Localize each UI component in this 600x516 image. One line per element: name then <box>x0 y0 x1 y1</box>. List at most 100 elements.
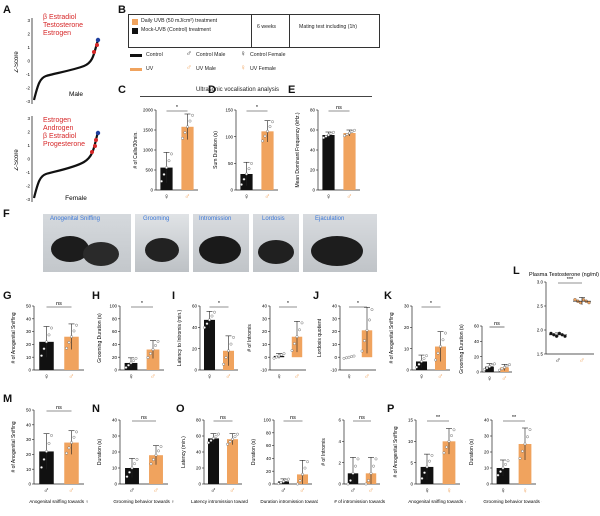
data-point <box>425 354 428 358</box>
data-point <box>356 457 360 461</box>
data-point <box>165 166 168 170</box>
data-point <box>296 482 299 486</box>
y-axis-label: # of Anogenital Sniffing <box>389 312 395 363</box>
legend-control-female: Control Female <box>250 52 286 58</box>
data-point <box>128 470 131 474</box>
data-point <box>162 173 166 176</box>
y-tick-label: 100 <box>109 304 117 309</box>
y-tick-label: 15 <box>408 418 414 423</box>
bar <box>149 455 163 484</box>
y-tick-label: 500 <box>145 168 153 173</box>
data-point <box>207 441 210 445</box>
data-point <box>372 464 375 468</box>
data-point <box>229 342 233 346</box>
data-point <box>364 482 368 486</box>
data-point <box>342 356 346 360</box>
x-category-symbol: ♂ <box>294 372 300 381</box>
z-tick-label-top: -1 <box>26 72 30 77</box>
y-tick-label: 20 <box>26 342 32 347</box>
z-score-ticks: 3 2 1 0 -1 -2 -3 3 2 1 0 -1 -2 -3 <box>26 18 31 202</box>
data-point <box>72 329 76 333</box>
y-tick-label: 20 <box>474 354 480 359</box>
data-point <box>483 367 486 371</box>
data-point <box>554 334 559 338</box>
data-point <box>240 183 243 186</box>
x-category-symbol: ♂ <box>129 486 135 495</box>
x-category-symbol: ♂ <box>347 192 353 201</box>
data-point <box>360 349 364 353</box>
chart-anogenital-sniffing-p: # of Anogenital Sniffing 0 5 10 15 ** ♀ ♀ Anogen… <box>393 415 466 504</box>
photo-grooming <box>135 214 189 272</box>
x-category-symbol: ♀ <box>419 372 425 381</box>
y-axis-label: # of Anogenital Sniffing <box>393 426 399 477</box>
legend-uv-male: UV Male <box>196 66 216 72</box>
y-tick-label: 10 <box>404 346 410 351</box>
x-category-symbol: ♀ <box>346 372 352 381</box>
z-score-axis-label-top: Z-Score <box>14 51 20 73</box>
data-point <box>452 428 456 432</box>
data-point <box>298 328 301 332</box>
usv-title-rule <box>140 96 372 97</box>
data-point <box>322 136 325 140</box>
y-tick-label: 0 <box>334 355 337 360</box>
female-gene-point <box>93 144 97 148</box>
y-tick-label: 30 <box>26 329 32 334</box>
data-point <box>160 179 163 183</box>
female-gene-list: Estrogen Androgen β Estradiol Progestero… <box>43 117 85 149</box>
data-point <box>125 475 129 479</box>
legend-control: Control <box>146 52 163 58</box>
usv-analysis-title: Ultrasonic vocalisation analysis <box>196 87 280 93</box>
data-point <box>127 363 130 367</box>
data-point <box>154 344 157 347</box>
data-point <box>349 479 352 482</box>
y-tick-label: 40 <box>112 342 118 347</box>
y-tick-label: 50 <box>26 408 32 413</box>
data-point <box>42 458 46 461</box>
data-point <box>493 362 496 366</box>
significance-label: * <box>176 105 179 111</box>
y-tick-label: 80 <box>112 316 118 321</box>
data-point <box>499 470 502 474</box>
male-gene-2: Testosterone <box>43 22 84 29</box>
y-tick-label: 60 <box>112 329 118 334</box>
data-point <box>523 442 527 446</box>
data-point <box>67 446 71 450</box>
data-point <box>420 360 423 363</box>
bar <box>207 438 220 484</box>
data-point <box>298 479 302 483</box>
y-tick-label: 1500 <box>143 128 154 133</box>
y-tick-label: 0 <box>230 188 233 193</box>
x-category-symbol: ♂ <box>502 374 508 383</box>
data-point <box>504 463 507 466</box>
data-point <box>300 321 304 325</box>
y-tick-label: 0 <box>264 355 267 360</box>
data-point <box>40 466 43 469</box>
panel-label-l: L <box>513 265 520 277</box>
data-point <box>573 298 577 302</box>
z-tick-label-top: 1 <box>27 45 30 50</box>
data-point <box>447 439 451 443</box>
z-score-male-plot: Z-Score Male <box>14 18 101 104</box>
z-score-female-plot: Z-Score Female <box>14 116 101 202</box>
chart-intromis-count: # of Intromis -10 0 10 20 30 40 * ♀ ♂ <box>247 301 306 381</box>
uv-female-symbol-icon: ♀ <box>240 63 246 72</box>
x-category-symbol: ♂ <box>350 486 356 495</box>
y-tick-label: 30 <box>484 434 490 439</box>
chart-latency-o: Latency (min.) 0 20 40 60 80 ns ♂ ♂ Latency intro… <box>181 415 248 504</box>
z-tick-label-bottom: -3 <box>26 197 30 202</box>
data-point <box>266 129 269 133</box>
y-tick-label: -10 <box>260 368 267 373</box>
y-tick-label: 10 <box>332 342 338 347</box>
y-tick-label: 60 <box>196 434 202 439</box>
z-score-female-curve <box>32 131 100 199</box>
data-point <box>134 356 138 360</box>
male-gene-point <box>92 50 96 54</box>
legend-uv-female: UV Female <box>250 66 276 72</box>
y-tick-label: 2 <box>338 460 341 465</box>
y-axis-label: Grooming Duration (s) <box>97 313 103 363</box>
data-point <box>444 331 447 335</box>
female-symbol-icon: ♀ <box>240 49 246 58</box>
y-tick-label: 20 <box>266 469 272 474</box>
data-point <box>508 363 511 367</box>
male-gene-point <box>95 37 101 43</box>
